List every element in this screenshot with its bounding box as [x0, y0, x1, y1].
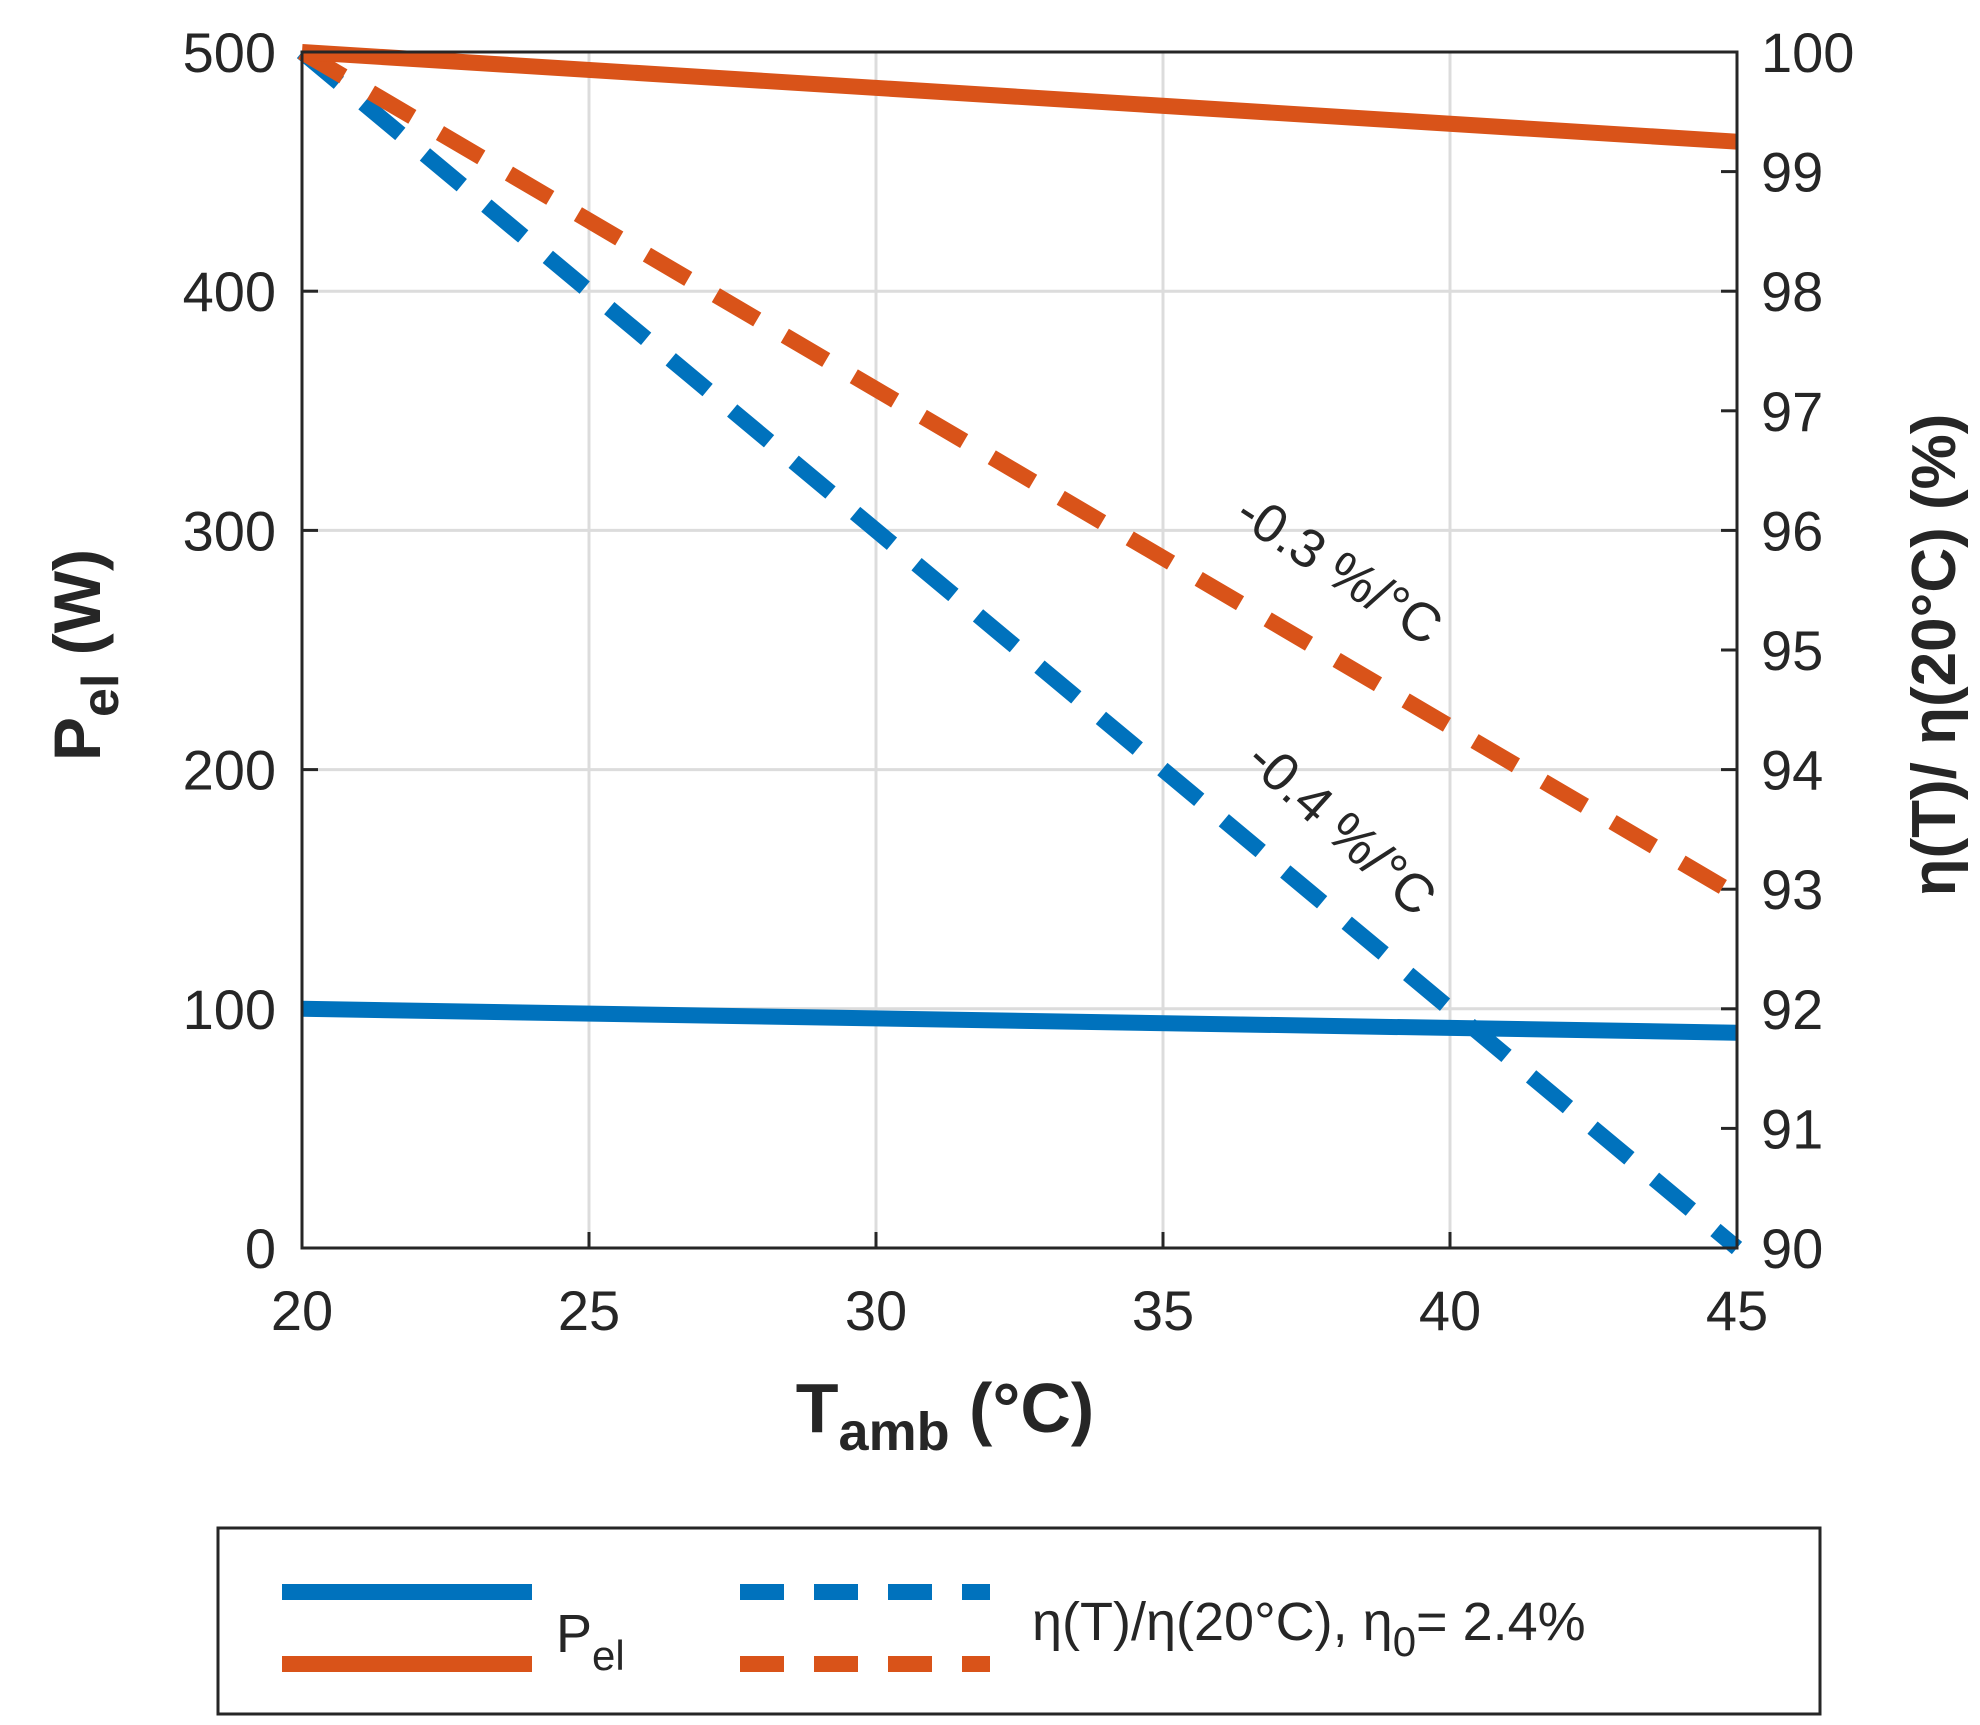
y-right-tick-label-100: 100	[1761, 21, 1854, 84]
series-line-0	[301, 1000, 1738, 1041]
plot-frame	[300, 50, 1739, 1250]
legend-label-eta: η(T)/η(20°C), η0= 2.4%	[1032, 1592, 1586, 1665]
y-right-tick-label-91: 91	[1761, 1097, 1823, 1160]
y-right-tick-label-92: 92	[1761, 978, 1823, 1041]
series-lines	[296, 44, 1743, 1255]
y-left-title-unit: (W)	[40, 549, 114, 674]
y-left-tick-label-500: 500	[183, 21, 276, 84]
legend-label-eta-sub: 0	[1393, 1618, 1416, 1665]
y-left-tick-label-0: 0	[245, 1217, 276, 1280]
legend-label-eta-main: η(T)/η(20°C), η	[1032, 1592, 1393, 1652]
x-tick-label-40: 40	[1419, 1279, 1481, 1342]
tick-labels: 20 25 30 35 40 45 0 100 200 300 400 500 90 91 92 93 94 95…	[183, 21, 1855, 1342]
x-tick-label-25: 25	[558, 1279, 620, 1342]
y-left-tick-label-200: 200	[183, 739, 276, 802]
y-right-tick-label-93: 93	[1761, 858, 1823, 921]
series-line-1	[301, 44, 1738, 150]
legend-label-pel: Pel	[556, 1604, 625, 1679]
legend: Pel η(T)/η(20°C), η0= 2.4%	[216, 1526, 1822, 1716]
series-line-3	[297, 45, 1742, 903]
y-right-tick-label-90: 90	[1761, 1217, 1823, 1280]
series-line-2	[296, 45, 1743, 1255]
y-right-tick-label-98: 98	[1761, 260, 1823, 323]
legend-label-pel-sub: el	[592, 1632, 625, 1679]
y-right-tick-label-96: 96	[1761, 499, 1823, 562]
annotation-slope-1: -0.4 %/°C	[1235, 728, 1447, 928]
y-left-title-sub: el	[72, 674, 130, 717]
y-right-axis-title: η(T)/ η(20°C) (%)	[1900, 414, 1969, 897]
y-left-tick-label-300: 300	[183, 499, 276, 562]
y-right-tick-label-97: 97	[1761, 380, 1823, 443]
y-left-title-main: P	[40, 717, 114, 761]
x-axis-title: Tamb (°C)	[796, 1369, 1094, 1462]
annotation-slope-0: -0.3 %/°C	[1226, 481, 1453, 657]
x-tick-label-30: 30	[845, 1279, 907, 1342]
y-right-tick-label-94: 94	[1761, 739, 1823, 802]
x-axis-title-main: T	[796, 1369, 839, 1447]
legend-box	[216, 1526, 1822, 1716]
y-left-tick-label-100: 100	[183, 978, 276, 1041]
y-left-tick-label-400: 400	[183, 260, 276, 323]
x-tick-label-20: 20	[271, 1279, 333, 1342]
x-axis-title-sub: amb	[839, 1402, 950, 1462]
x-tick-label-35: 35	[1132, 1279, 1194, 1342]
x-axis-title-unit: (°C)	[950, 1369, 1095, 1447]
y-left-axis-title: Pel (W)	[40, 549, 130, 761]
y-right-tick-label-99: 99	[1761, 141, 1823, 204]
y-right-tick-label-95: 95	[1761, 619, 1823, 682]
legend-label-pel-main: P	[556, 1604, 592, 1664]
x-tick-label-45: 45	[1706, 1279, 1768, 1342]
legend-label-eta-suffix: = 2.4%	[1416, 1592, 1586, 1652]
